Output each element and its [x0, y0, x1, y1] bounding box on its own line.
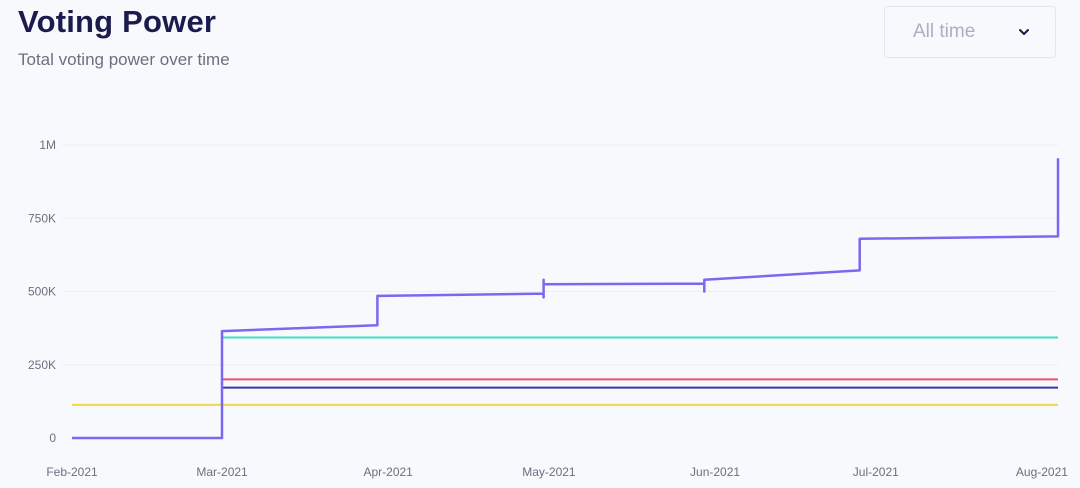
y-tick-label: 0 — [49, 431, 56, 445]
x-tick-label: Jul-2021 — [853, 465, 899, 479]
x-tick-label: Apr-2021 — [363, 465, 413, 479]
chart-subtitle: Total voting power over time — [18, 50, 230, 69]
chart-grid — [62, 144, 1058, 366]
y-tick-label: 750K — [28, 211, 56, 225]
y-tick-label: 250K — [28, 358, 56, 372]
x-tick-label: Feb-2021 — [46, 465, 98, 479]
y-tick-label: 500K — [28, 285, 56, 299]
series-line — [72, 386, 1058, 439]
x-tick-label: May-2021 — [522, 465, 576, 479]
x-axis: Feb-2021 Mar-2021 Apr-2021 May-2021 Jun-2021… — [46, 465, 1068, 479]
time-range-value: All time — [913, 21, 976, 42]
x-tick-label: Aug-2021 — [1016, 465, 1068, 479]
chevron-down-icon — [1019, 29, 1029, 35]
chart-title: Voting Power — [18, 4, 217, 39]
chart-series — [72, 158, 1060, 440]
x-tick-label: Mar-2021 — [196, 465, 248, 479]
y-tick-label: 1M — [39, 138, 56, 152]
series-line — [72, 158, 1060, 440]
y-axis: 0 250K 500K 750K 1M — [28, 138, 56, 445]
x-tick-label: Jun-2021 — [690, 465, 740, 479]
time-range-select[interactable]: All time — [884, 6, 1056, 58]
